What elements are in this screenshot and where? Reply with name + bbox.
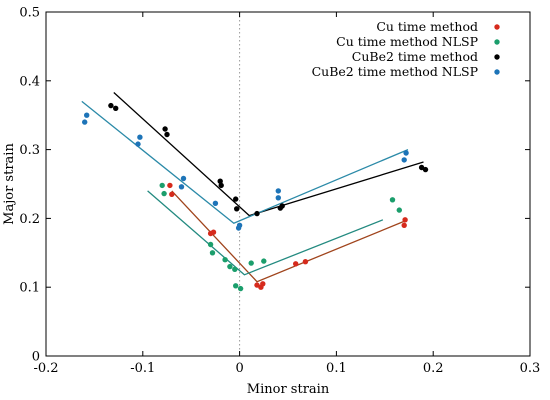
data-point-series-3 [275, 195, 281, 201]
y-tick-label: 0 [32, 350, 40, 365]
data-point-series-2 [233, 196, 239, 202]
data-point-series-3 [212, 200, 219, 206]
legend-label-series-3: CuBe2 time method NLSP [312, 64, 478, 79]
legend-marker-series-1 [494, 39, 500, 45]
legend-label-series-2: CuBe2 time method [352, 49, 478, 64]
data-point-series-3 [135, 141, 141, 147]
data-point-series-0 [169, 191, 175, 197]
data-point-series-3 [84, 112, 90, 118]
data-point-series-0 [401, 222, 407, 228]
legend-marker-series-2 [494, 54, 500, 60]
data-point-series-2 [162, 126, 168, 132]
data-point-series-3 [403, 150, 409, 156]
fit-line-series-2 [113, 92, 424, 217]
data-point-series-2 [108, 102, 114, 109]
y-axis-title: Major strain [2, 143, 17, 225]
data-point-series-3 [82, 119, 88, 125]
data-point-series-2 [217, 178, 223, 184]
plot-frame [45, 11, 531, 357]
data-point-series-1 [233, 283, 239, 289]
x-tick-label: 0 [235, 361, 243, 376]
data-point-series-3 [236, 222, 243, 228]
x-tick-label: -0.2 [33, 361, 58, 376]
fit-line-series-1 [147, 190, 384, 276]
data-point-series-2 [164, 131, 170, 138]
x-axis-title: Minor strain [247, 382, 330, 397]
x-tick-label: 0.2 [423, 361, 444, 376]
data-point-series-0 [302, 259, 309, 265]
data-point-series-2 [279, 203, 285, 209]
data-point-series-1 [261, 258, 267, 264]
fit-line-series-0 [171, 190, 407, 283]
data-point-series-0 [167, 182, 173, 189]
data-point-series-1 [248, 260, 254, 266]
x-tick-label: 0.1 [326, 361, 347, 376]
legend-label-series-0: Cu time method [376, 19, 478, 34]
x-tick-label: -0.1 [130, 361, 155, 376]
data-point-series-1 [232, 266, 238, 272]
data-point-series-2 [113, 105, 119, 112]
y-tick-label: 0.2 [19, 212, 40, 227]
y-tick-label: 0.4 [19, 74, 40, 89]
data-point-series-3 [275, 188, 281, 194]
data-point-series-3 [137, 134, 143, 140]
data-point-series-1 [389, 197, 396, 203]
data-point-series-2 [254, 210, 260, 217]
data-point-series-0 [210, 229, 217, 235]
data-point-series-1 [209, 250, 216, 256]
data-point-series-1 [159, 182, 165, 189]
data-point-series-1 [237, 285, 244, 292]
data-point-series-3 [178, 184, 185, 190]
data-point-series-3 [401, 157, 407, 163]
y-tick-label: 0.5 [19, 6, 40, 21]
data-point-series-3 [180, 175, 187, 182]
data-point-series-0 [293, 261, 299, 267]
data-point-series-2 [234, 206, 240, 212]
legend-label-series-1: Cu time method NLSP [336, 34, 478, 49]
data-point-series-1 [161, 190, 167, 197]
data-point-series-0 [260, 281, 266, 287]
data-point-series-2 [218, 182, 224, 189]
data-point-series-1 [207, 241, 214, 248]
plot-area [81, 12, 429, 356]
axes: -0.2 -0.1 0 0.1 0.2 0.3 0 0.1 0.2 0.3 0.4 0.5 Minor … [2, 6, 540, 398]
y-tick-label: 0.1 [19, 281, 40, 296]
data-point-series-0 [402, 217, 408, 223]
legend-marker-series-0 [494, 24, 500, 30]
x-tick-label: 0.3 [520, 361, 541, 376]
legend-marker-series-3 [494, 69, 500, 75]
y-tick-label: 0.3 [19, 143, 40, 158]
fit-line-series-3 [81, 100, 409, 224]
data-point-series-2 [422, 166, 429, 173]
data-point-series-1 [227, 263, 233, 270]
data-point-series-1 [222, 257, 228, 263]
data-point-series-1 [396, 207, 402, 213]
